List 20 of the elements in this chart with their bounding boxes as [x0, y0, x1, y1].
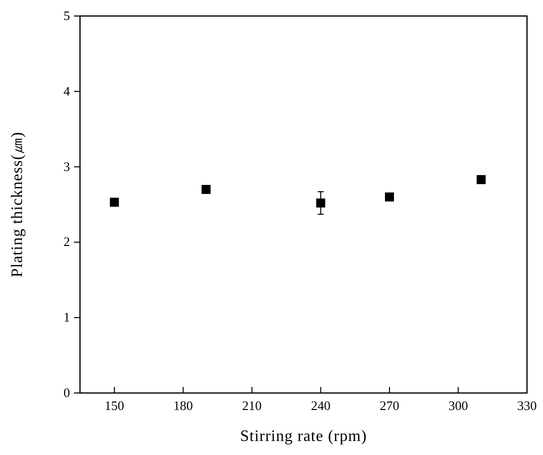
y-tick-label: 4 [64, 83, 70, 98]
y-tick-label: 5 [64, 8, 70, 23]
y-tick-label: 1 [64, 310, 70, 325]
x-tick-label: 300 [448, 398, 468, 413]
y-tick-label: 0 [64, 385, 70, 400]
x-tick-label: 330 [517, 398, 537, 413]
x-tick-label: 240 [310, 398, 330, 413]
x-tick-label: 270 [380, 398, 400, 413]
point [316, 198, 326, 208]
x-axis-title: Stirring rate (rpm) [240, 428, 367, 445]
point [202, 184, 211, 194]
y-tick-label: 3 [64, 158, 70, 174]
x-tick-label: 210 [242, 398, 262, 413]
point [476, 175, 486, 184]
y-axis-title: Plating thickness(㎛) [9, 132, 26, 278]
x-tick-label: 150 [104, 398, 124, 413]
y-tick-label: 2 [64, 234, 70, 250]
point [110, 198, 119, 207]
point [384, 192, 394, 202]
x-tick-label: 180 [173, 398, 193, 413]
